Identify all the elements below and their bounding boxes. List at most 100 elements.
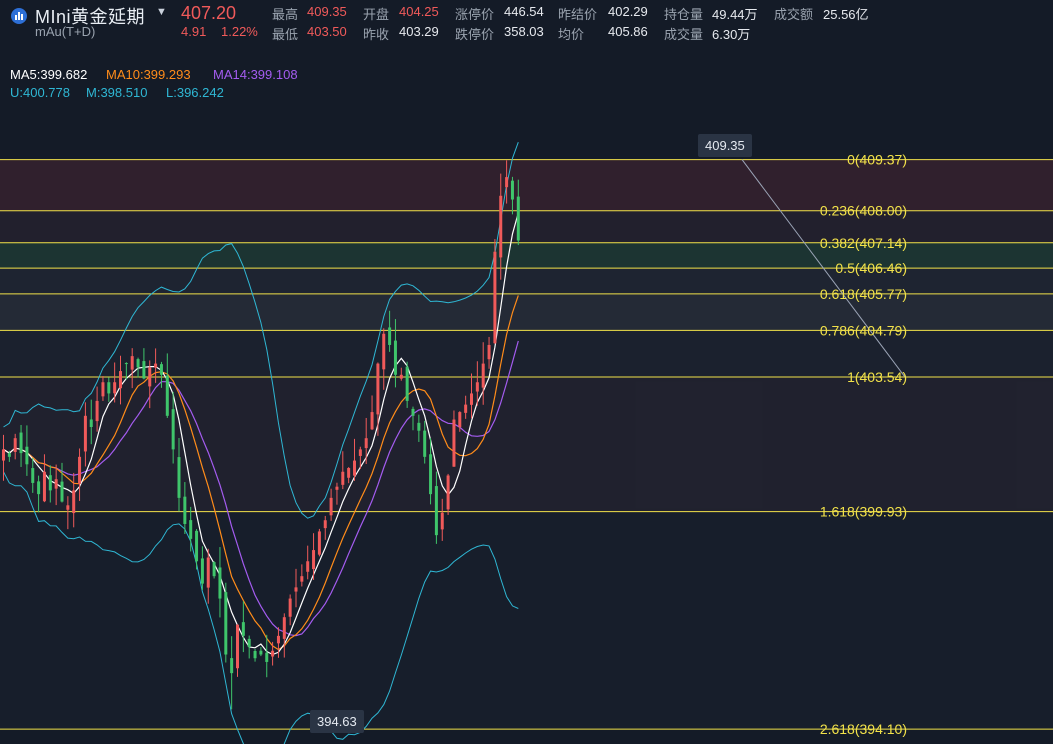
fib-label: 0.236(408.00) (820, 203, 907, 219)
stat-label: 昨收 (363, 27, 390, 42)
instrument-code: mAu(T+D) (35, 24, 96, 39)
candle-body (329, 497, 333, 516)
candle-body (107, 382, 111, 394)
fib-zone (0, 210, 1053, 243)
last-price: 407.20 (181, 3, 237, 23)
stat-value: 402.29 (608, 4, 648, 19)
boll-lower-line (3, 471, 519, 744)
candle-body (405, 366, 409, 401)
stat-value: 49.44万 (712, 7, 758, 22)
candle-body (206, 557, 210, 588)
candle-body (54, 479, 58, 489)
ma14-line (3, 340, 519, 637)
stat-value: 6.30万 (712, 27, 751, 42)
candle-body (341, 471, 345, 485)
candle-body (312, 550, 316, 570)
candle-body (218, 567, 222, 599)
fib-label: 1(403.54) (847, 369, 907, 385)
candle-body (393, 340, 397, 375)
candle-body (183, 496, 187, 524)
candle-body (487, 344, 491, 360)
stat-label: 均价 (558, 27, 585, 42)
ma10-readout: MA10:399.293 (106, 67, 191, 82)
candle-body (440, 512, 444, 530)
candle-body (236, 624, 239, 669)
candle-body (230, 658, 234, 674)
candle-body (171, 409, 175, 450)
candle-body (241, 622, 245, 636)
candle-body (499, 195, 503, 258)
candle-body (358, 449, 362, 456)
candle-body (119, 371, 122, 389)
candle-body (253, 650, 257, 659)
instrument-title[interactable]: MIni黄金延期 (35, 7, 146, 27)
low-price-tooltip: 394.63 (310, 710, 364, 733)
stat-value: 25.56亿 (823, 7, 869, 22)
candle-body (399, 374, 403, 379)
candle-body (493, 251, 497, 344)
candle-body (66, 505, 70, 510)
candle-body (288, 598, 292, 617)
chevron-down-icon[interactable]: ▼ (156, 6, 167, 18)
candle-body (475, 382, 479, 392)
stat-label: 成交额 (774, 7, 814, 22)
fib-label: 0.786(404.79) (820, 322, 907, 338)
candle-body (89, 419, 93, 427)
candle-body (78, 456, 82, 484)
stat-label: 成交量 (664, 27, 704, 42)
fib-label: 2.618(394.10) (820, 721, 907, 737)
candle-body (48, 475, 52, 491)
candle-body (101, 382, 105, 397)
price-change: 4.91 (181, 24, 207, 39)
candle-body (516, 196, 520, 241)
candle-body (7, 453, 11, 457)
stat-label: 开盘 (363, 7, 390, 22)
fib-zone (0, 242, 1053, 269)
candle-body (364, 438, 368, 449)
candle-body (2, 449, 5, 461)
stat-value: 405.86 (608, 24, 648, 39)
stat-label: 最高 (272, 7, 299, 22)
candle-body (31, 468, 35, 483)
stat-label: 持仓量 (664, 7, 704, 22)
candle-body (429, 454, 433, 495)
stat-label: 涨停价 (455, 7, 495, 22)
fib-zone (0, 377, 1053, 512)
candle-body (388, 327, 392, 345)
candle-body (470, 393, 473, 405)
candle-body (165, 375, 169, 416)
candle-body (411, 408, 415, 416)
candle-body (247, 638, 251, 648)
candle-body (382, 333, 386, 370)
candle-body (434, 486, 438, 536)
fib-zone (0, 159, 1053, 211)
candle-body (148, 367, 152, 387)
candle-body (335, 486, 339, 490)
candle-body (276, 635, 280, 644)
candle-body (136, 359, 140, 368)
stat-label: 昨结价 (558, 7, 598, 22)
candle-body (510, 180, 514, 200)
boll-mid-readout: M:398.510 (86, 85, 148, 100)
candle-body (370, 412, 374, 430)
candle-body (13, 438, 17, 452)
fib-label: 0.618(405.77) (820, 286, 907, 302)
candle-body (124, 363, 128, 365)
candle-body (142, 361, 146, 379)
ma5-line (3, 212, 519, 656)
candle-body (306, 561, 310, 572)
stat-value: 409.35 (307, 4, 347, 19)
fib-label: 0(409.37) (847, 152, 907, 168)
candle-body (376, 363, 380, 415)
candle-body (294, 587, 298, 592)
fib-trendline (741, 159, 906, 378)
fib-label: 0.382(407.14) (820, 235, 907, 251)
candle-body (177, 457, 181, 498)
candle-body (353, 460, 356, 476)
bar-chart-icon (11, 8, 27, 24)
fib-zone (0, 511, 1053, 730)
price-change-pct: 1.22% (221, 24, 258, 39)
candle-body (481, 363, 485, 388)
candle-body (25, 446, 29, 465)
